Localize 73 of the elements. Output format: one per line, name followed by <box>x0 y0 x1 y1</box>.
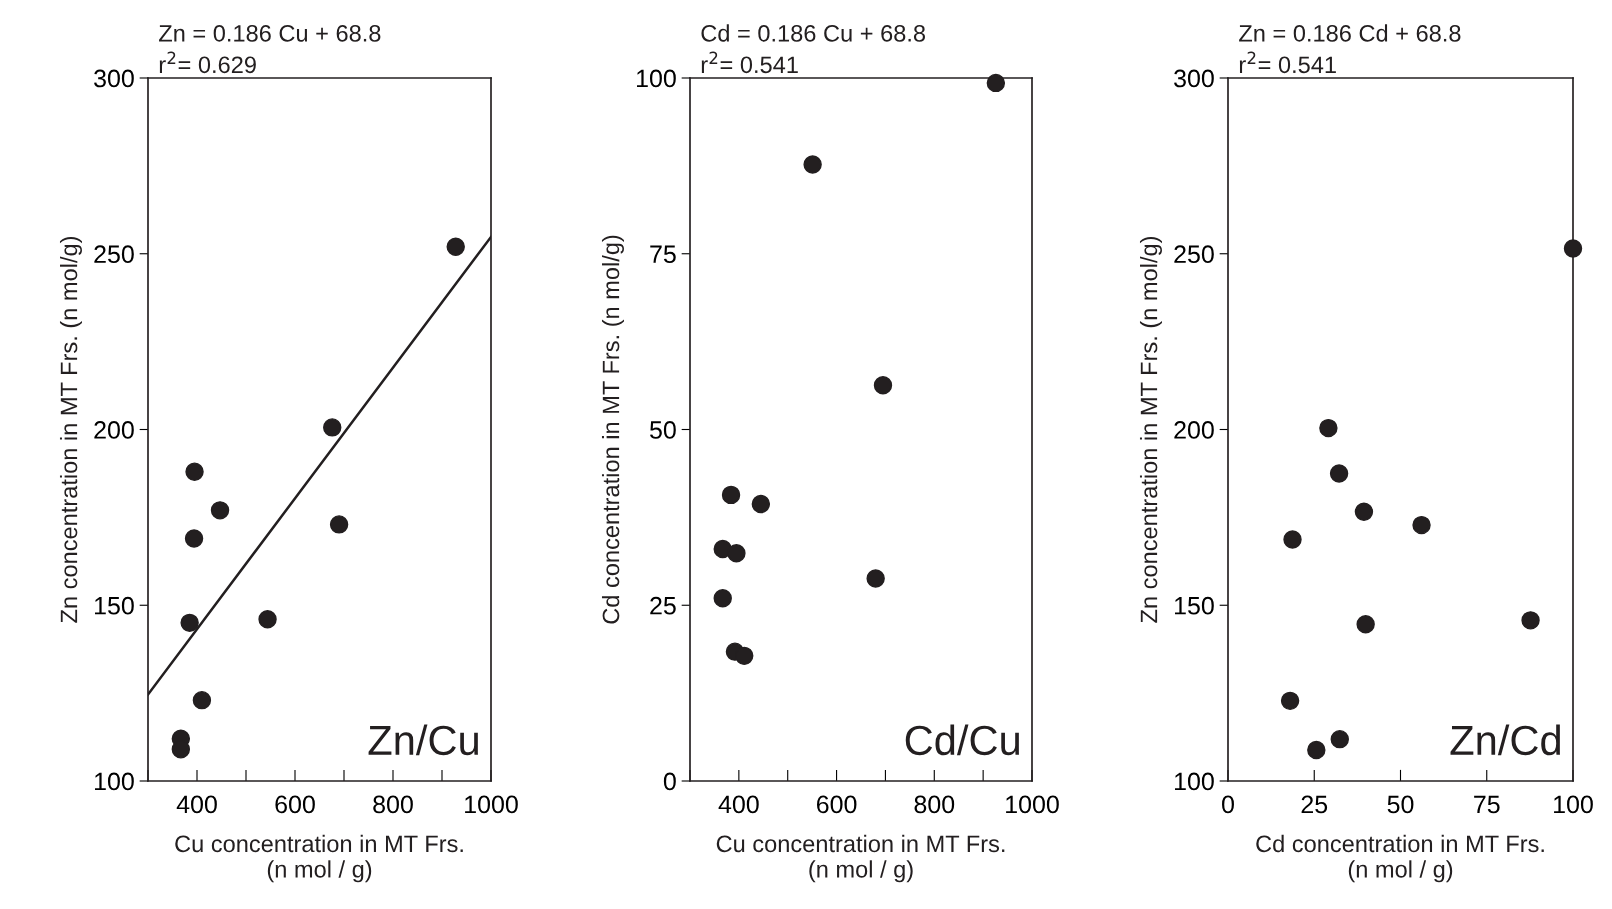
y-tick-label: 300 <box>1174 69 1214 88</box>
point <box>1330 729 1349 749</box>
point <box>329 515 349 534</box>
x-tick-label: 600 <box>816 795 857 814</box>
chart-title: Zn = 0.186 Cu + 68.8 <box>159 24 381 42</box>
x-axis-title: Cd concentration in MT Frs. (n mol / g) <box>1256 834 1544 883</box>
x-tick-label: 1000 <box>465 795 518 814</box>
x-tick-label: 100 <box>1554 795 1593 814</box>
x-tick-label: 0 <box>1222 795 1234 814</box>
point <box>185 462 204 481</box>
point <box>727 544 746 563</box>
annotation: Zn/Cu <box>368 724 478 756</box>
y-tick-label: 0 <box>663 772 676 791</box>
y-tick-label: 100 <box>1175 772 1214 791</box>
point <box>1319 418 1338 438</box>
chart-title: Cd = 0.186 Cu + 68.8 <box>701 24 926 42</box>
point <box>1354 502 1374 521</box>
annotation: Cd/Cu <box>905 724 1019 756</box>
x-tick-label: 25 <box>1301 795 1328 814</box>
y-tick-label: 150 <box>95 596 134 615</box>
x-tick-label: 800 <box>373 795 413 814</box>
x-tick-label: 600 <box>275 795 315 814</box>
x-axis-title: Cu concentration in MT Frs. (n mol / g) <box>175 834 463 883</box>
point <box>1307 740 1326 760</box>
point <box>713 589 732 608</box>
point <box>1521 611 1540 630</box>
point <box>446 237 465 256</box>
x-tick-label: 75 <box>1474 795 1500 814</box>
y-tick-label: 250 <box>94 245 134 264</box>
chart-title: Zn = 0.186 Cd + 68.8 <box>1239 24 1461 42</box>
point <box>986 73 1006 93</box>
y-tick-label: 150 <box>1175 596 1214 615</box>
y-tick-label: 75 <box>650 245 676 264</box>
point <box>1356 615 1375 634</box>
point <box>735 646 754 666</box>
point <box>210 501 230 520</box>
y-tick-label: 100 <box>637 69 676 88</box>
point <box>1329 464 1349 483</box>
y-axis-title: Zn concentration in MT Frs. (n mol/g) <box>59 236 82 623</box>
x-tick-label: 400 <box>176 795 217 814</box>
y-tick-label: 200 <box>94 421 134 439</box>
y-tick-label: 100 <box>95 772 134 791</box>
chart-subtitle: r$^{2}$= 0.541 <box>701 51 798 74</box>
point <box>751 494 771 514</box>
x-tick-label: 400 <box>718 795 759 814</box>
y-axis-title: Zn concentration in MT Frs. (n mol/g) <box>1139 236 1162 623</box>
y-tick-label: 200 <box>1174 421 1214 439</box>
point <box>721 485 741 505</box>
x-tick-label: 1000 <box>1006 795 1059 814</box>
chart-subtitle: r$^{2}$= 0.541 <box>1239 51 1336 74</box>
point <box>180 613 199 633</box>
y-tick-label: 50 <box>650 421 676 439</box>
chart-subtitle: r$^{2}$= 0.629 <box>159 51 256 74</box>
point <box>803 155 822 174</box>
point <box>873 376 893 395</box>
x-tick-label: 800 <box>914 795 955 814</box>
annotation: Zn/Cd <box>1450 724 1560 756</box>
point <box>323 418 342 437</box>
point <box>184 529 204 548</box>
x-axis-title: Cu concentration in MT Frs. (n mol / g) <box>716 834 1005 883</box>
point <box>171 740 191 759</box>
point <box>866 569 885 588</box>
y-tick-label: 250 <box>1174 245 1214 264</box>
x-tick-label: 50 <box>1387 795 1414 814</box>
point <box>1563 239 1583 258</box>
point <box>258 610 277 629</box>
point <box>192 690 212 710</box>
point <box>1280 691 1300 711</box>
y-axis-title: Cd concentration in MT Frs. (n mol/g) <box>601 235 624 624</box>
point <box>1283 530 1302 549</box>
y-tick-label: 300 <box>94 69 134 88</box>
y-tick-label: 25 <box>650 596 676 615</box>
point <box>1412 515 1431 535</box>
